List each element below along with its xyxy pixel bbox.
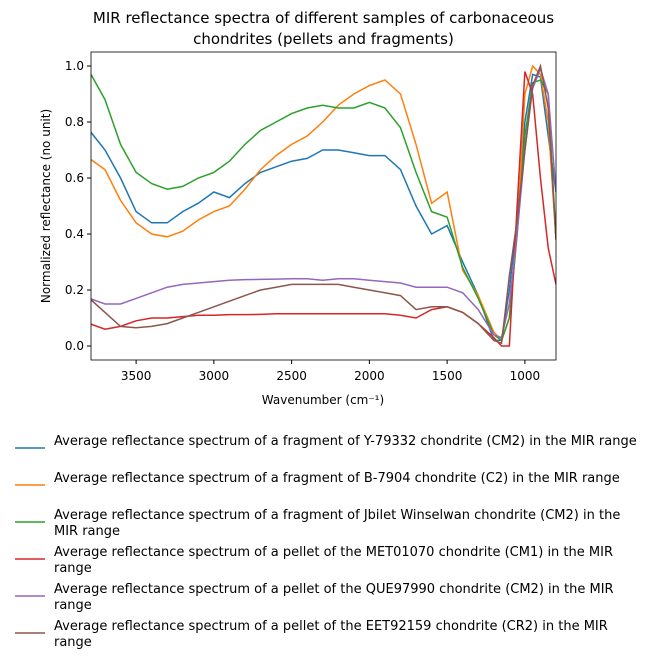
y-tick-label: 1.0 xyxy=(65,59,84,73)
series-line xyxy=(91,71,556,347)
y-axis-label: Normalized reflectance (no unit) xyxy=(39,109,53,303)
x-tick-label: 3000 xyxy=(199,369,230,383)
legend-label: Average reflectance spectrum of a pellet… xyxy=(54,545,613,576)
y-tick-label: 0.0 xyxy=(65,339,84,353)
chart-title: MIR reflectance spectra of different sam… xyxy=(92,9,555,48)
plot-frame xyxy=(90,51,557,361)
series-line xyxy=(91,72,556,342)
x-tick-label: 1500 xyxy=(432,369,463,383)
y-tick-label: 0.4 xyxy=(65,227,84,241)
x-tick-label: 3500 xyxy=(121,369,152,383)
legend-label: Average reflectance spectrum of a pellet… xyxy=(54,619,608,650)
series-line xyxy=(91,64,556,342)
legend-label: Average reflectance spectrum of a fragme… xyxy=(54,434,637,449)
x-tick-label: 2500 xyxy=(276,369,307,383)
y-tick-label: 0.8 xyxy=(65,115,84,129)
x-axis-label: Wavenumber (cm⁻¹) xyxy=(262,393,384,407)
legend-label: Average reflectance spectrum of a fragme… xyxy=(54,471,620,486)
series-line xyxy=(91,73,556,342)
x-tick-label: 2000 xyxy=(354,369,385,383)
y-tick-label: 0.2 xyxy=(65,283,84,297)
legend-label: Average reflectance spectrum of a pellet… xyxy=(54,582,614,613)
y-tick-label: 0.6 xyxy=(65,171,84,185)
legend-label: Average reflectance spectrum of a fragme… xyxy=(54,508,621,539)
x-tick-label: 1000 xyxy=(510,369,541,383)
series-line xyxy=(91,63,556,345)
series-line xyxy=(91,66,556,339)
